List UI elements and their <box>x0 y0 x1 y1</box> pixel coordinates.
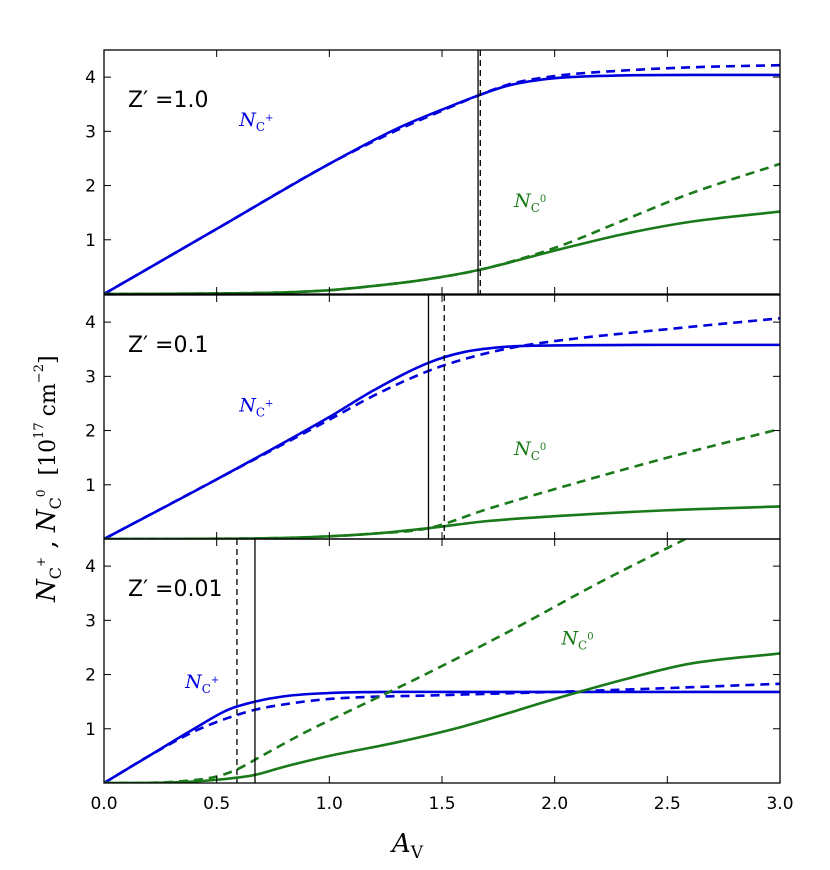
y-axis-label: NC+ , NC0[1017cm−2] <box>32 355 65 603</box>
c0-dashed-line <box>104 427 780 539</box>
x-tick-label: 0.5 <box>203 794 230 814</box>
cplus-solid-line <box>104 690 780 783</box>
x-tick-label: 2.5 <box>654 794 681 814</box>
panels-group: 1 2 3 4 Z′ =1.0 NC+ NC0 1 2 3 4 Z′ =0.1 NC+ NC0 1 2 3 4 Z′… <box>85 49 781 784</box>
c0-label: NC0 <box>513 190 546 215</box>
series-group <box>104 63 780 294</box>
y-tick-label: 1 <box>85 231 96 251</box>
y-tick-label: 3 <box>85 611 96 631</box>
panel-label: Z′ =0.1 <box>128 333 208 358</box>
c0-solid-line <box>104 210 780 294</box>
y-tick-label: 3 <box>85 122 96 142</box>
y-tick-label: 4 <box>85 557 96 577</box>
panel-1: 1 2 3 4 Z′ =1.0 NC+ NC0 <box>85 49 781 295</box>
y-tick-label: 4 <box>85 68 96 88</box>
x-axis-label: AV <box>390 829 424 863</box>
x-tick-label: 3.0 <box>766 794 793 814</box>
x-axis: 0.0 0.5 1.0 1.5 2.0 2.5 3.0 <box>90 794 793 814</box>
x-tick-label: 2.0 <box>541 794 568 814</box>
c0-dashed-line <box>104 162 780 294</box>
c0-dashed-line <box>104 539 686 783</box>
y-tick-label: 1 <box>85 476 96 496</box>
y-tick-label: 2 <box>85 422 96 442</box>
panel-2: 1 2 3 4 Z′ =0.1 NC+ NC0 <box>85 294 781 540</box>
y-tick-label: 2 <box>85 666 96 686</box>
cplus-label: NC+ <box>238 109 273 134</box>
c0-label: NC0 <box>560 628 593 653</box>
x-tick-label: 1.0 <box>316 794 343 814</box>
series-group <box>104 539 780 783</box>
panel-label: Z′ =0.01 <box>128 577 222 602</box>
x-tick-label: 1.5 <box>428 794 455 814</box>
cplus-label: NC+ <box>184 671 219 696</box>
c0-label: NC0 <box>513 438 546 463</box>
panel-3: 1 2 3 4 Z′ =0.01 NC+ NC0 <box>85 538 781 784</box>
cplus-dashed-line <box>104 317 780 539</box>
c0-solid-line <box>104 652 780 783</box>
y-tick-label: 3 <box>85 367 96 387</box>
panel-frame <box>103 294 781 540</box>
cplus-label: NC+ <box>238 395 273 420</box>
cplus-dashed-line <box>104 63 780 294</box>
y-tick-label: 4 <box>85 313 96 333</box>
y-tick-label: 1 <box>85 720 96 740</box>
panel-frame <box>103 538 781 784</box>
cplus-dashed-line <box>104 682 780 783</box>
panel-label: Z′ =1.0 <box>128 88 208 113</box>
y-tick-label: 2 <box>85 177 96 197</box>
x-tick-label: 0.0 <box>90 794 117 814</box>
panel-frame <box>103 49 781 295</box>
